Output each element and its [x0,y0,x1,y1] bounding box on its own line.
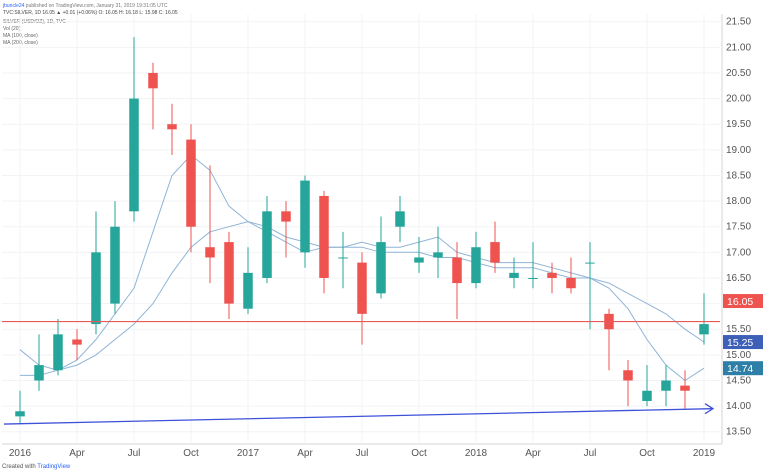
y-tick-label-0: 13.50 [726,427,751,438]
y-tick-label-12: 19.50 [726,119,751,130]
y-tick-label-4: 15.50 [726,324,751,335]
tradingview-logo[interactable]: TradingView [37,464,71,470]
candle-body-13 [262,211,272,278]
candle-body-1 [34,365,44,381]
x-tick-label-4: 2017 [237,448,260,459]
candle-body-36 [699,324,709,335]
y-tick-label-10: 18.50 [726,170,751,181]
candle-body-29 [566,277,576,289]
candle-body-8 [167,124,177,130]
y-tick-label-9: 18.00 [726,196,751,207]
candle-body-21 [414,257,424,263]
x-tick-label-11: Oct [639,448,655,459]
candle-body-33 [642,390,652,401]
y-tick-label-14: 20.50 [726,68,751,79]
candle-body-18 [357,262,367,314]
candle-body-0 [15,411,25,417]
y-tick-label-11: 19.00 [726,145,751,156]
publish-info: jbuncle24 published on TradingView.com, … [3,3,167,9]
published-text: published on TradingView.com, January 31… [25,3,168,9]
x-tick-label-0: 2016 [9,448,32,459]
footer-created-with: Created with [2,464,36,470]
y-tick-label-2: 14.50 [726,375,751,386]
y-tick-label-7: 17.00 [726,247,751,258]
x-tick-label-1: Apr [69,448,85,459]
candle-body-12 [243,272,253,309]
trend-line-arrowhead [704,403,715,415]
candle-body-28 [547,272,557,278]
candle-body-4 [91,252,101,325]
price-badge-bg-0 [723,294,763,309]
x-tick-label-10: Jul [584,448,597,459]
candle-body-17 [338,257,348,259]
candle-body-32 [623,370,633,381]
candle-body-10 [205,247,215,258]
candle-body-20 [395,211,405,227]
y-tick-label-13: 20.00 [726,94,751,105]
candle-body-22 [433,252,443,258]
candle-body-7 [148,72,158,89]
candle-body-25 [490,242,500,263]
candle-body-9 [186,139,196,227]
price-badge-bg-2 [723,361,763,376]
x-tick-label-8: 2018 [465,448,488,459]
x-tick-label-3: Oct [183,448,199,459]
x-tick-label-2: Jul [128,448,141,459]
candle-body-16 [319,195,329,278]
x-tick-label-12: 2019 [693,448,716,459]
trend-line [3,408,713,425]
x-tick-label-6: Jul [356,448,369,459]
candle-body-30 [585,262,595,264]
candle-body-34 [661,380,671,391]
candle-body-2 [53,334,63,371]
candle-body-15 [300,180,310,253]
price-badge-bg-1 [723,335,763,350]
y-tick-label-3: 15.00 [726,350,751,361]
x-tick-label-7: Oct [411,448,427,459]
candle-body-14 [281,211,291,222]
candle-body-5 [110,226,120,304]
price-badge-label-2: 14.74 [727,363,753,375]
candle-body-19 [376,242,386,294]
footer: Created with TradingView [2,464,70,470]
y-tick-label-8: 17.50 [726,222,751,233]
candle-body-23 [452,257,462,284]
y-tick-label-1: 14.00 [726,401,751,412]
candle-body-26 [509,272,519,278]
x-tick-label-5: Apr [297,448,313,459]
candle-body-11 [224,242,234,304]
y-tick-label-16: 21.50 [726,17,751,28]
candle-body-27 [528,277,538,279]
price-badge-label-0: 16.05 [727,296,753,308]
y-tick-label-15: 21.00 [726,42,751,53]
candle-body-6 [129,98,139,212]
x-tick-label-9: Apr [525,448,541,459]
candle-body-35 [680,385,690,391]
legend-volume: Vol (20) [3,26,21,32]
author-link[interactable]: jbuncle24 [3,3,25,9]
symbol-line: TVC:SILVER, 1D 16.05 ▲ +0.01 (+0.06%) O:… [3,10,178,16]
y-tick-label-6: 16.50 [726,273,751,284]
candle-body-3 [72,339,82,345]
candle-body-24 [471,247,481,284]
price-badge-label-1: 15.25 [727,337,753,349]
